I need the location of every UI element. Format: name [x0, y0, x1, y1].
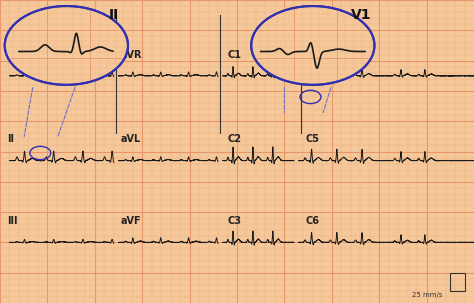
Text: C1: C1: [228, 49, 242, 60]
Text: C2: C2: [228, 134, 242, 145]
Text: C3: C3: [228, 216, 242, 226]
Bar: [450, 273, 465, 291]
Text: 25 mm/s: 25 mm/s: [412, 292, 443, 298]
Text: II: II: [7, 134, 14, 145]
Text: III: III: [7, 216, 18, 226]
Text: C5: C5: [306, 134, 320, 145]
Text: C4: C4: [306, 49, 320, 60]
Text: aVF: aVF: [121, 216, 142, 226]
Text: I: I: [7, 49, 10, 60]
Text: V1: V1: [351, 8, 371, 22]
Circle shape: [5, 6, 128, 85]
Text: aVR: aVR: [121, 49, 142, 60]
Text: aVL: aVL: [121, 134, 141, 145]
Text: II: II: [109, 8, 119, 22]
Circle shape: [251, 6, 374, 85]
Text: C6: C6: [306, 216, 320, 226]
